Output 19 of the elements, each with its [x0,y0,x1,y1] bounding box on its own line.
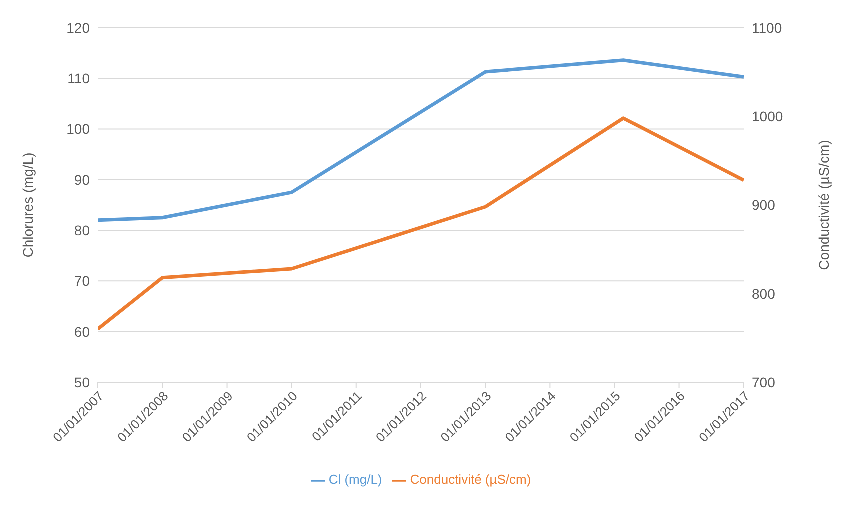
y2-tick-label: 900 [752,197,776,214]
line-series [98,116,744,332]
y2-tick-label: 1000 [752,108,784,125]
y-tick-label: 90 [74,172,90,188]
y-tick-label: 110 [68,70,90,87]
y2-tick-label: 1100 [752,20,782,36]
y-tick-label: 60 [74,324,90,340]
legend-label: Cl (mg/L) [328,472,382,488]
legend-label: Conductivité (µS/cm) [410,472,532,488]
line-series [98,58,744,222]
y2-axis-title: Conductivité (µS/cm) [816,140,832,270]
y2-tick-label: 700 [752,374,776,390]
y-tick-label: 70 [74,273,90,290]
y-tick-label: 80 [74,222,90,239]
y2-tick-label: 800 [752,286,776,302]
y-tick-label: 100 [66,121,90,138]
y-tick-label: 120 [66,20,90,36]
y-tick-label: 50 [74,374,90,390]
y-axis-title: Chlorures (mg/L) [20,152,36,258]
